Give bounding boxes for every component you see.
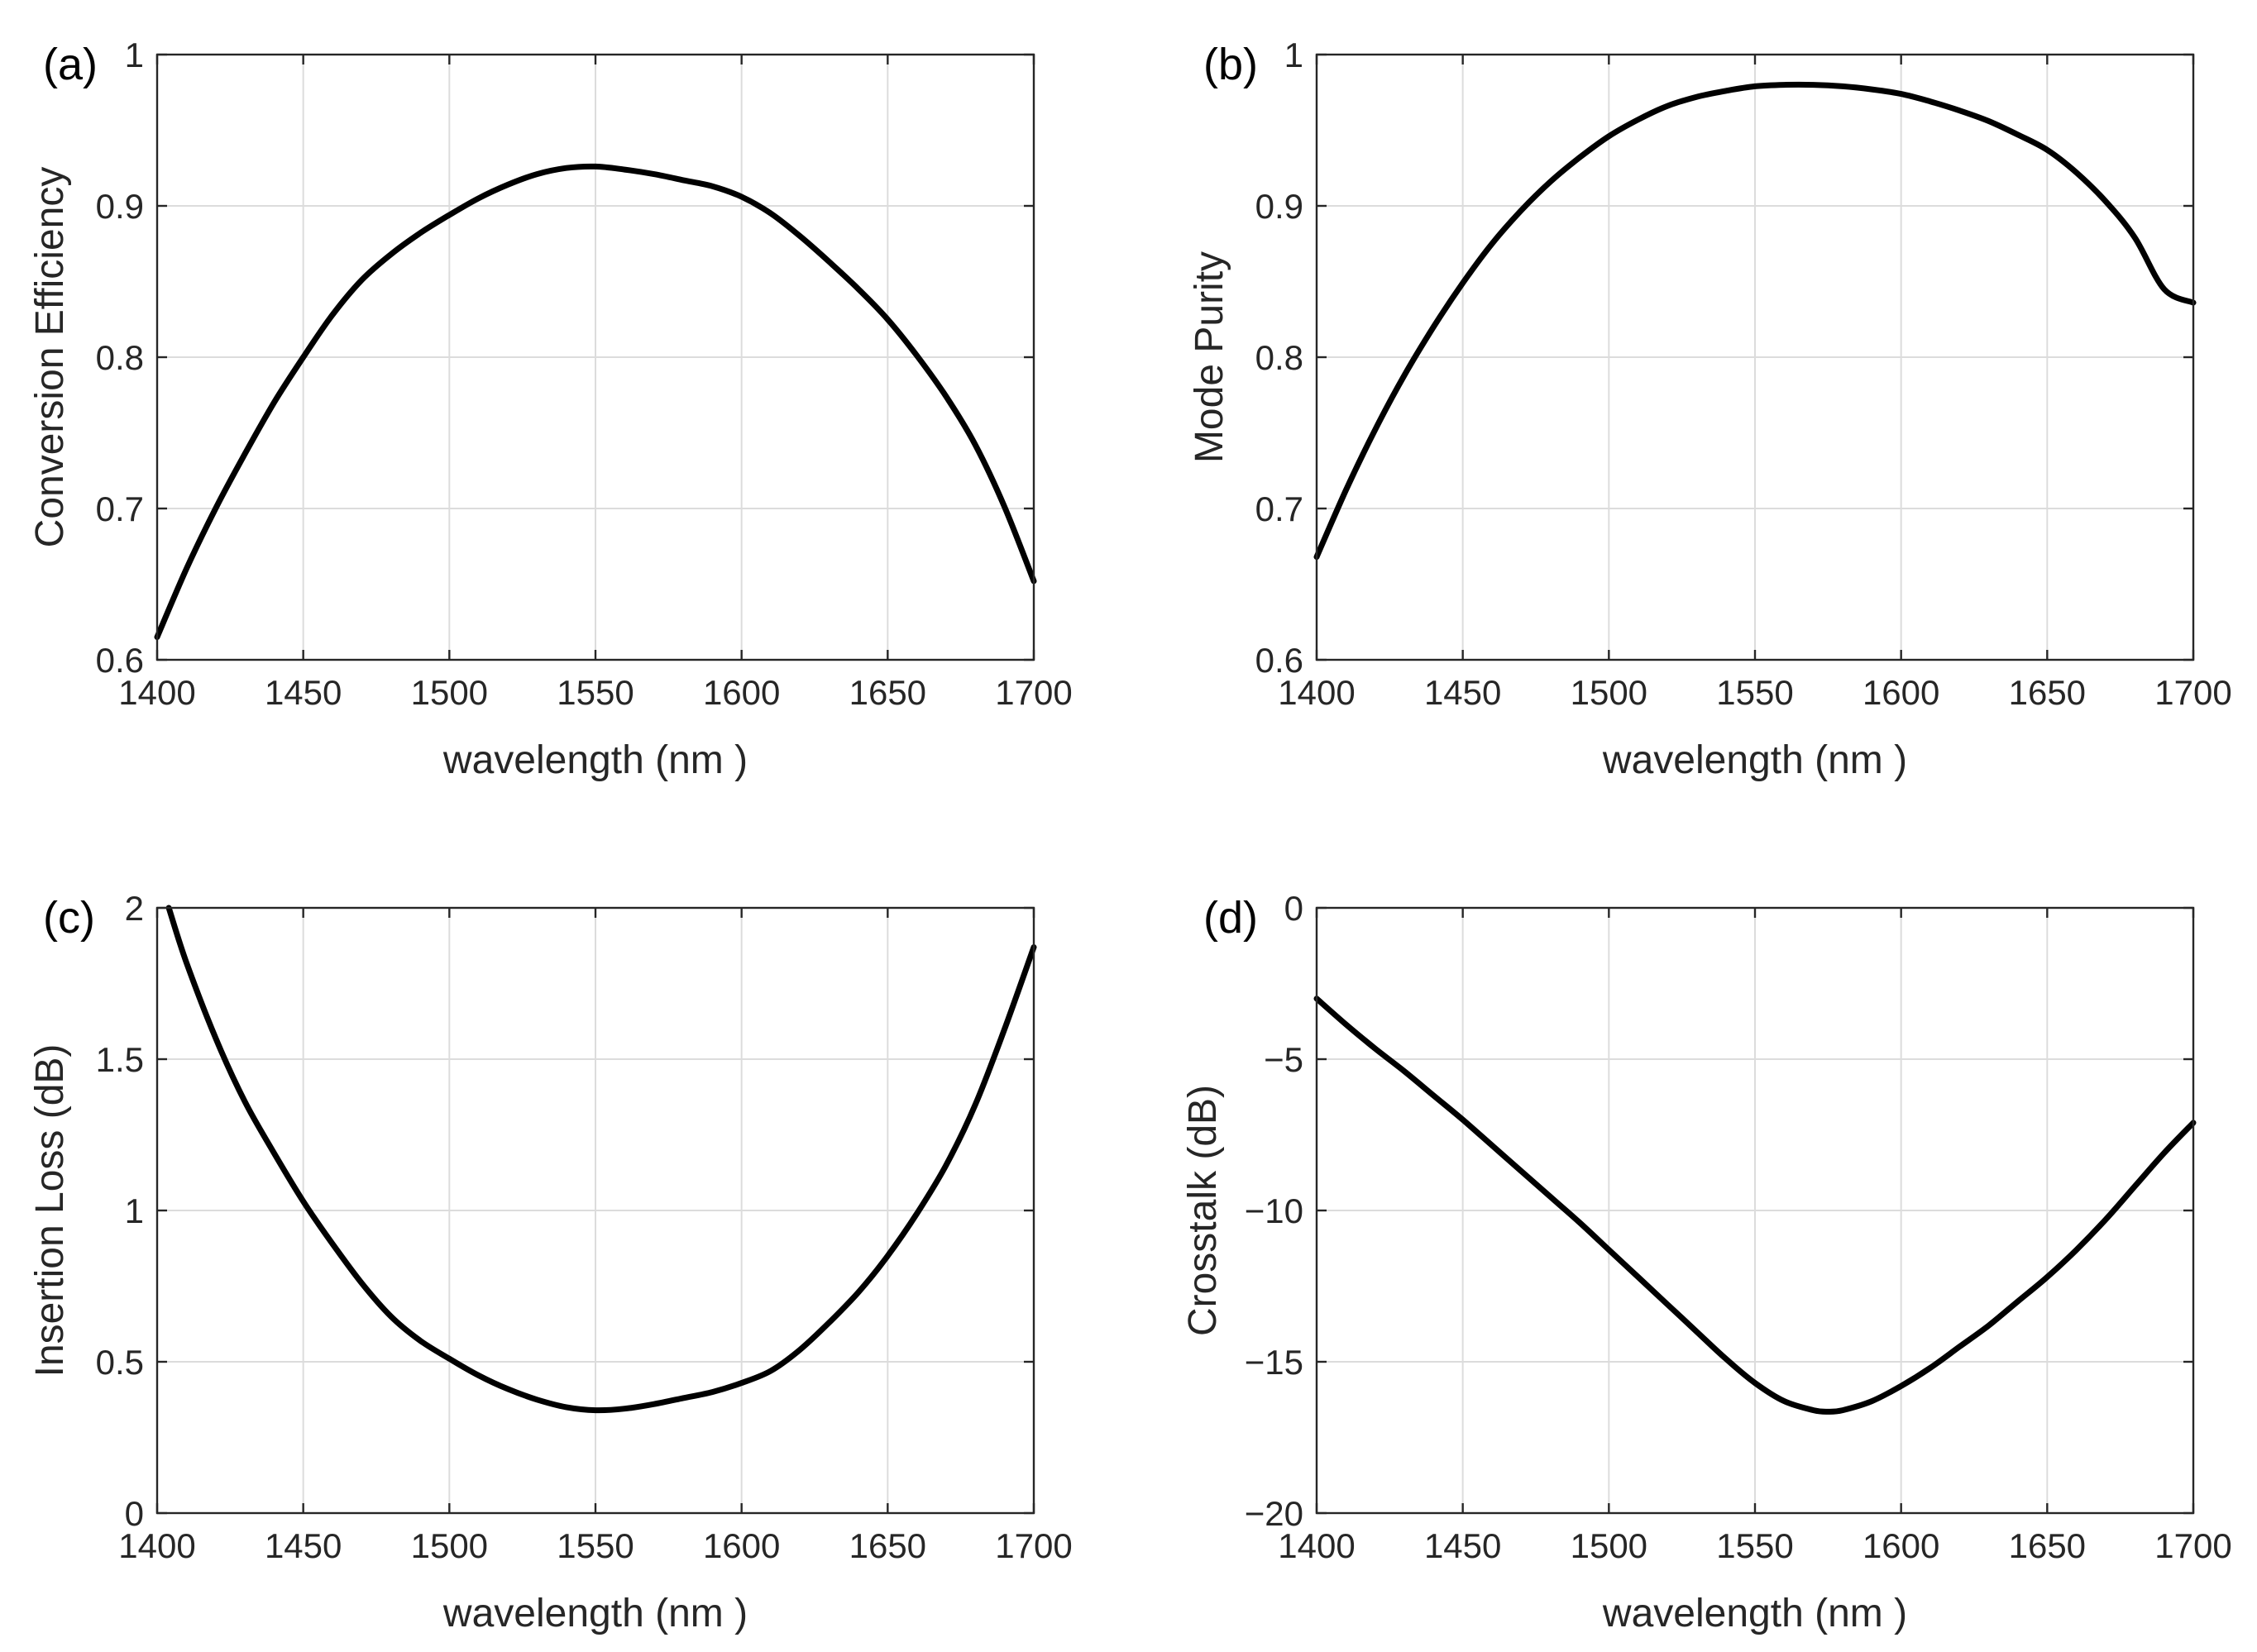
grid-b — [1317, 55, 2193, 660]
x-tick-label-b: 1600 — [1863, 673, 1939, 712]
y-axis-label-b: Mode Purity — [1188, 251, 1231, 463]
x-tick-label-d: 1450 — [1424, 1526, 1501, 1565]
ticks-a: 1400 1450 1500 1550 1600 1650 1700 0.6 0.7 0.8 0.9… — [96, 36, 1073, 712]
x-tick-label-d: 1400 — [1278, 1526, 1355, 1565]
x-tick-label-b: 1700 — [2154, 673, 2231, 712]
y-axis-label-c: Insertion Loss (dB) — [28, 1044, 72, 1377]
y-tick-label-c: 1 — [125, 1191, 144, 1230]
y-tick-label-a: 0.6 — [96, 641, 144, 680]
x-tick-label-d: 1700 — [2154, 1526, 2231, 1565]
panel-b: 1400 1450 1500 1550 1600 1650 1700 0.6 0.7 0.8 0.9… — [1188, 36, 2232, 782]
y-tick-label-b: 1 — [1284, 36, 1303, 74]
x-tick-label-a: 1650 — [849, 673, 926, 712]
x-tick-label-d: 1550 — [1716, 1526, 1793, 1565]
panel-label-d: (d) — [1203, 893, 1258, 943]
x-axis-label-b: wavelength (nm ) — [1602, 738, 1907, 782]
x-tick-label-d: 1600 — [1863, 1526, 1939, 1565]
y-tick-label-d: 0 — [1284, 889, 1303, 928]
y-tick-label-a: 0.9 — [96, 187, 144, 226]
panel-c: 1400 1450 1500 1550 1600 1650 1700 0 0.5 1 1.5 2 (c… — [28, 889, 1073, 1635]
y-axis-label-a: Conversion Efficiency — [28, 167, 72, 548]
grid-d — [1317, 908, 2193, 1513]
x-tick-label-c: 1500 — [411, 1526, 488, 1565]
y-tick-label-b: 0.9 — [1255, 187, 1303, 226]
y-tick-label-a: 0.7 — [96, 489, 144, 528]
y-tick-label-a: 1 — [125, 36, 144, 74]
y-tick-label-b: 0.7 — [1255, 489, 1303, 528]
panel-d: 1400 1450 1500 1550 1600 1650 1700 −20 −15 −10 −5 0… — [1181, 889, 2232, 1635]
y-tick-label-b: 0.8 — [1255, 338, 1303, 377]
series-line-b-0 — [1313, 81, 2197, 561]
y-tick-label-d: −10 — [1245, 1191, 1303, 1230]
x-tick-label-b: 1400 — [1278, 673, 1355, 712]
curve-layer-a — [154, 163, 1037, 640]
ticks-d: 1400 1450 1500 1550 1600 1650 1700 −20 −15 −10 −5 0 — [1245, 889, 2232, 1565]
y-tick-label-a: 0.8 — [96, 338, 144, 377]
y-tick-label-c: 1.5 — [96, 1040, 144, 1079]
curve-layer-b — [1313, 81, 2197, 561]
x-tick-label-a: 1500 — [411, 673, 488, 712]
x-axis-label-c: wavelength (nm ) — [442, 1592, 748, 1635]
y-tick-label-d: −15 — [1245, 1343, 1303, 1382]
y-tick-label-c: 2 — [125, 889, 144, 928]
x-tick-label-a: 1600 — [703, 673, 780, 712]
x-tick-label-b: 1550 — [1716, 673, 1793, 712]
curve-layer-d — [1313, 995, 2197, 1415]
panel-label-b: (b) — [1203, 40, 1258, 89]
x-tick-label-b: 1500 — [1571, 673, 1647, 712]
panel-label-c: (c) — [43, 893, 95, 943]
series-line-c-0 — [165, 905, 1037, 1414]
ticks-b: 1400 1450 1500 1550 1600 1650 1700 0.6 0.7 0.8 0.9… — [1255, 36, 2232, 712]
panel-a: 1400 1450 1500 1550 1600 1650 1700 0.6 0.7 0.8 0.9… — [28, 36, 1073, 782]
x-tick-label-c: 1650 — [849, 1526, 926, 1565]
y-tick-label-d: −20 — [1245, 1494, 1303, 1533]
y-axis-label-d: Crosstalk (dB) — [1181, 1085, 1225, 1336]
series-line-d-0 — [1313, 995, 2197, 1415]
curve-layer-c — [165, 905, 1037, 1414]
x-tick-label-c: 1600 — [703, 1526, 780, 1565]
y-tick-label-b: 0.6 — [1255, 641, 1303, 680]
ticks-c: 1400 1450 1500 1550 1600 1650 1700 0 0.5 1 1.5 2 — [96, 889, 1073, 1565]
x-tick-label-c: 1400 — [118, 1526, 195, 1565]
grid-c — [157, 908, 1034, 1513]
x-tick-label-b: 1650 — [2009, 673, 2086, 712]
x-tick-label-c: 1550 — [557, 1526, 634, 1565]
x-axis-label-a: wavelength (nm ) — [442, 738, 748, 782]
x-tick-label-c: 1700 — [995, 1526, 1072, 1565]
panel-label-a: (a) — [43, 40, 98, 89]
y-tick-label-c: 0.5 — [96, 1343, 144, 1382]
series-line-a-0 — [154, 163, 1037, 640]
x-tick-label-a: 1550 — [557, 673, 634, 712]
y-tick-label-c: 0 — [125, 1494, 144, 1533]
x-tick-label-d: 1650 — [2009, 1526, 2086, 1565]
x-tick-label-a: 1450 — [265, 673, 342, 712]
x-axis-label-d: wavelength (nm ) — [1602, 1592, 1907, 1635]
y-tick-label-d: −5 — [1264, 1040, 1303, 1079]
x-tick-label-d: 1500 — [1571, 1526, 1647, 1565]
x-tick-label-c: 1450 — [265, 1526, 342, 1565]
x-tick-label-a: 1400 — [118, 673, 195, 712]
x-tick-label-a: 1700 — [995, 673, 1072, 712]
x-tick-label-b: 1450 — [1424, 673, 1501, 712]
